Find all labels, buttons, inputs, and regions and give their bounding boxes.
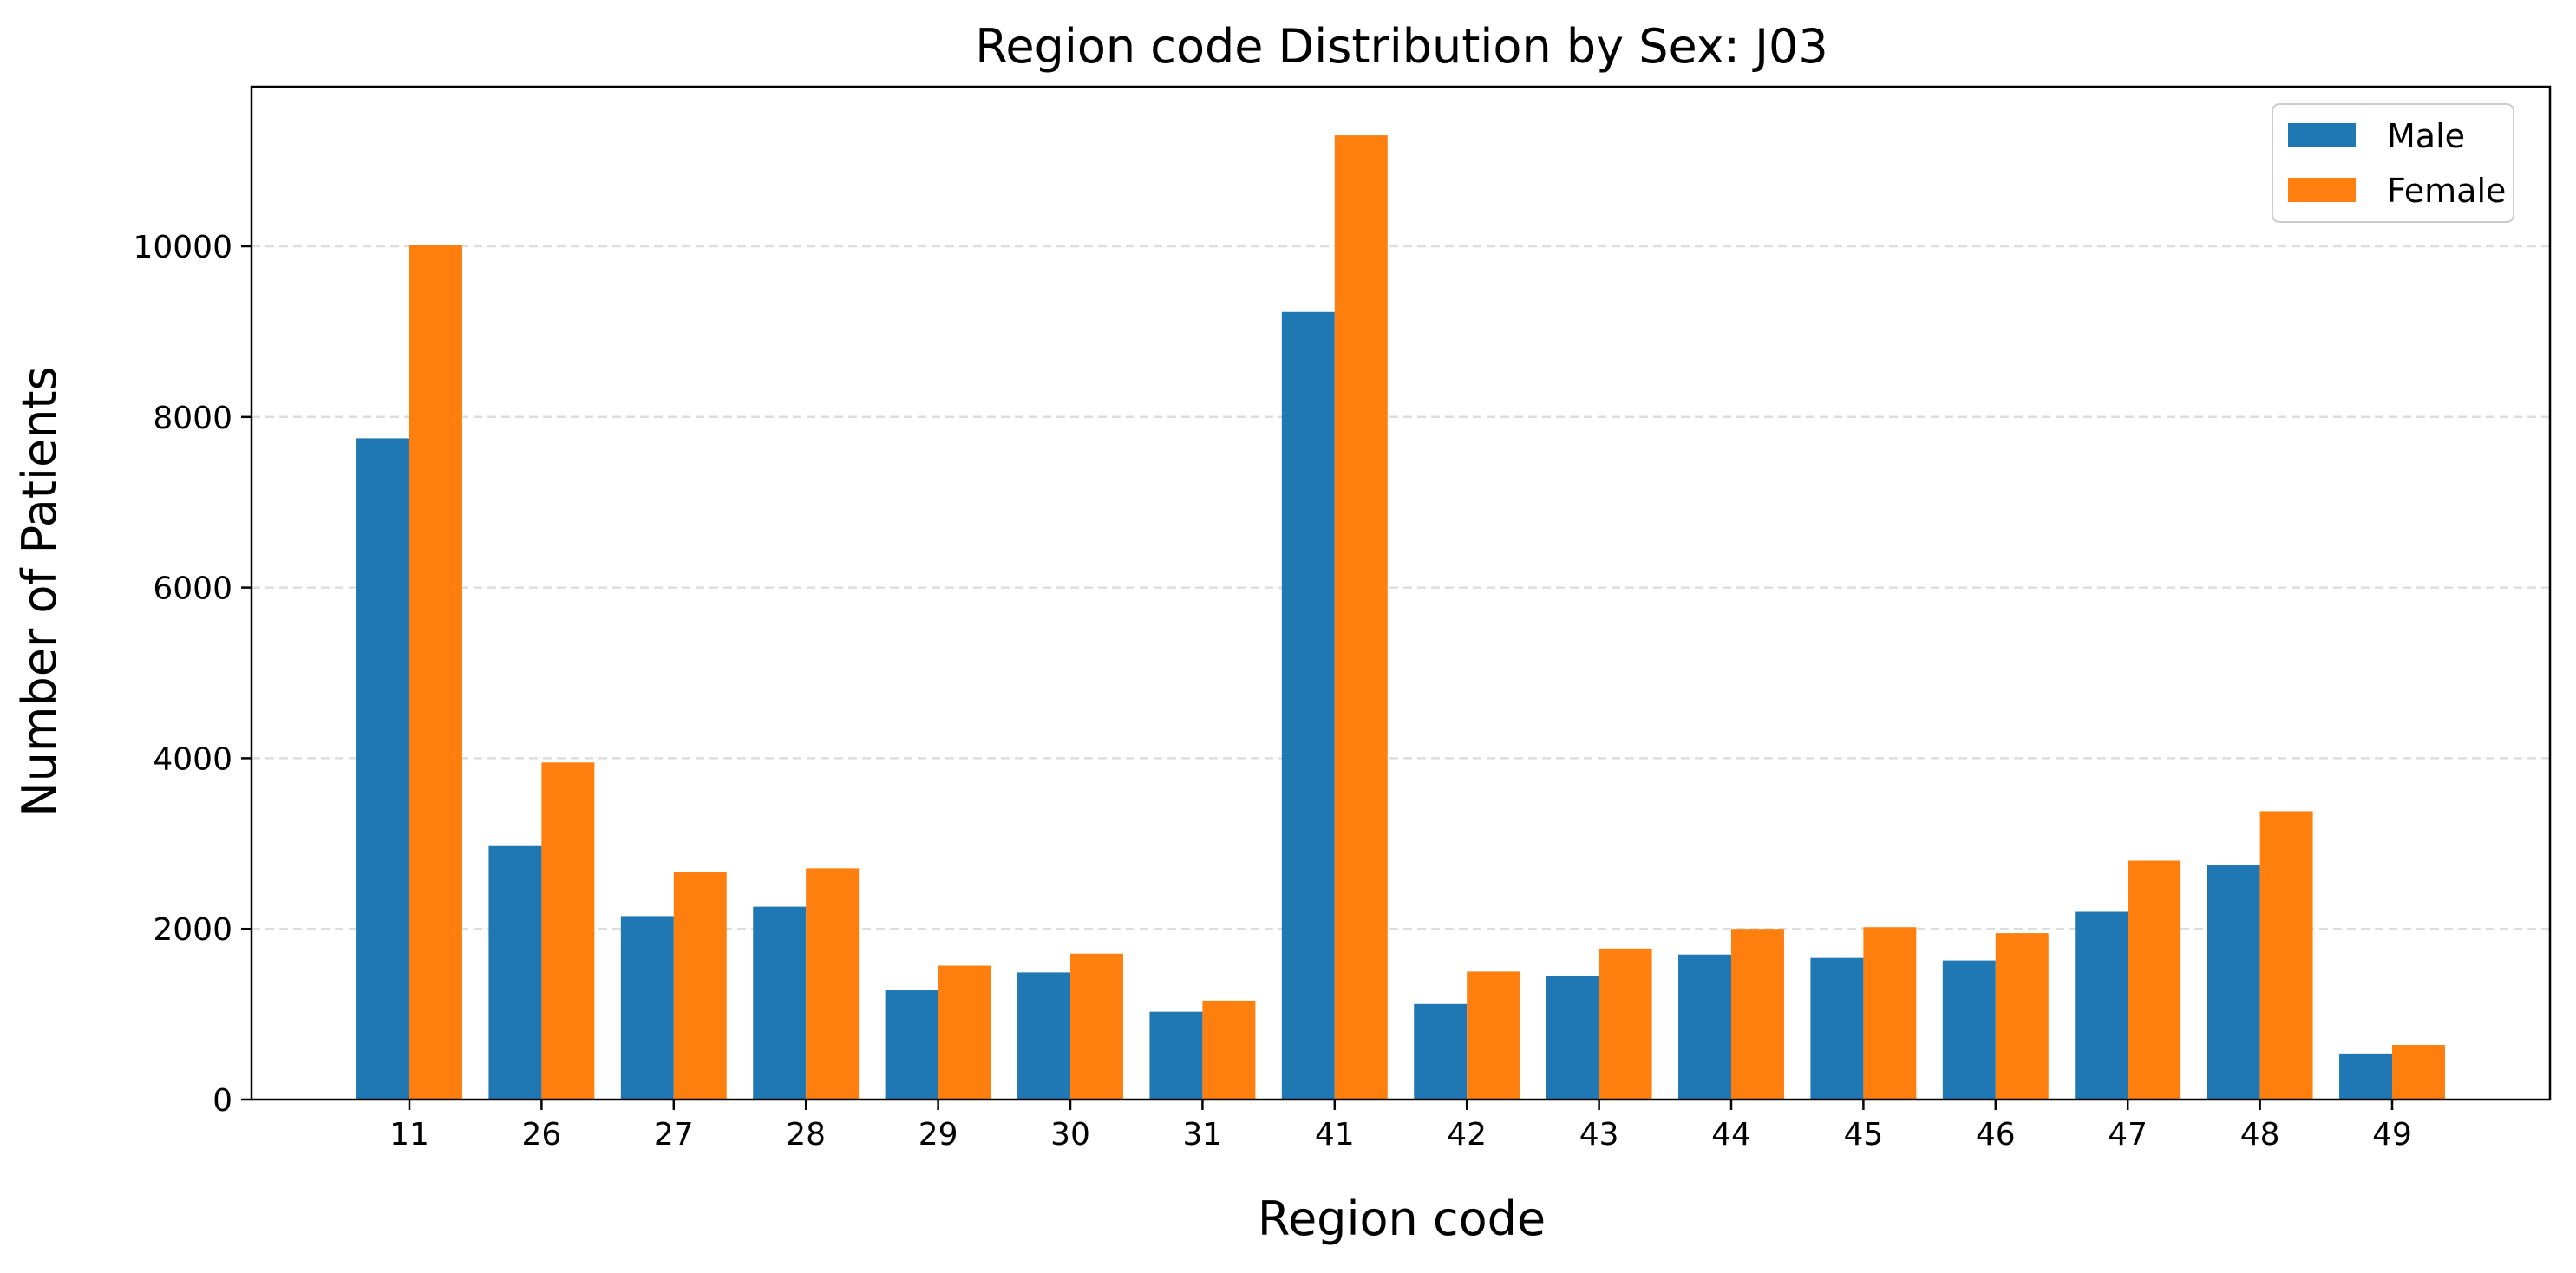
bar-male-31 <box>1149 1011 1203 1100</box>
bar-female-45 <box>1863 927 1917 1100</box>
bar-female-42 <box>1467 971 1520 1100</box>
legend-label-male: Male <box>2387 117 2465 155</box>
legend: Male Female <box>2272 103 2514 223</box>
bar-male-11 <box>356 438 409 1100</box>
bar-male-45 <box>1810 957 1864 1100</box>
x-tick-label-27: 27 <box>654 1117 694 1152</box>
bar-male-46 <box>1942 960 1996 1100</box>
x-tick-label-43: 43 <box>1579 1117 1619 1152</box>
x-tick-label-42: 42 <box>1447 1117 1487 1152</box>
bar-female-43 <box>1599 948 1652 1100</box>
x-tick-label-44: 44 <box>1711 1117 1751 1152</box>
bar-male-48 <box>2207 865 2260 1100</box>
bar-male-27 <box>620 916 674 1100</box>
y-tick-label-8000: 8000 <box>153 401 232 436</box>
plot-frame <box>250 85 2552 1101</box>
x-tick-label-49: 49 <box>2372 1117 2412 1152</box>
bar-male-30 <box>1017 972 1070 1100</box>
axes <box>250 85 2552 1101</box>
bar-male-41 <box>1281 311 1335 1100</box>
bar-female-28 <box>806 868 860 1100</box>
bar-female-48 <box>2259 811 2313 1100</box>
ticks: 0 2000 4000 6000 8000 10000 11 26 27 28 29 30 31 41 42… <box>133 230 2411 1152</box>
x-tick-label-47: 47 <box>2108 1117 2148 1152</box>
y-tick-label-2000: 2000 <box>153 912 232 948</box>
bar-male-42 <box>1414 1003 1468 1100</box>
x-tick-label-30: 30 <box>1050 1117 1090 1152</box>
bar-male-44 <box>1678 954 1731 1100</box>
legend-swatch-female <box>2288 178 2356 202</box>
bar-female-27 <box>673 872 727 1100</box>
bar-male-26 <box>488 845 542 1100</box>
x-tick-label-48: 48 <box>2240 1117 2280 1152</box>
x-tick-label-29: 29 <box>919 1117 958 1152</box>
x-tick-label-28: 28 <box>786 1117 826 1152</box>
bar-female-26 <box>541 762 595 1100</box>
bar-female-30 <box>1070 953 1123 1100</box>
bar-female-29 <box>938 965 991 1100</box>
legend-swatch-male <box>2288 123 2356 147</box>
bar-male-49 <box>2339 1053 2392 1100</box>
bar-female-41 <box>1334 135 1388 1100</box>
x-tick-label-41: 41 <box>1315 1117 1355 1152</box>
x-axis-title: Region code <box>1258 1191 1546 1246</box>
y-tick-label-0: 0 <box>212 1083 232 1119</box>
bar-female-47 <box>2128 860 2181 1100</box>
y-tick-label-10000: 10000 <box>133 230 232 265</box>
x-tick-label-31: 31 <box>1182 1117 1222 1152</box>
chart-title: Region code Distribution by Sex: J03 <box>975 19 1828 74</box>
bar-female-31 <box>1202 1000 1256 1100</box>
bar-female-11 <box>409 245 462 1100</box>
bar-male-28 <box>753 906 807 1100</box>
x-tick-label-26: 26 <box>521 1117 561 1152</box>
bars <box>356 135 2445 1100</box>
bar-male-43 <box>1546 976 1599 1100</box>
y-axis-title: Number of Patients <box>12 366 67 816</box>
y-tick-label-4000: 4000 <box>153 741 232 777</box>
bar-female-44 <box>1731 929 1784 1100</box>
x-tick-label-45: 45 <box>1843 1117 1883 1152</box>
x-tick-label-46: 46 <box>1976 1117 2016 1152</box>
bar-female-46 <box>1995 933 2049 1100</box>
bar-male-29 <box>885 990 938 1100</box>
bar-female-49 <box>2392 1045 2445 1100</box>
bar-male-47 <box>2075 911 2128 1100</box>
legend-label-female: Female <box>2387 172 2506 210</box>
y-tick-label-6000: 6000 <box>153 571 232 607</box>
x-tick-label-11: 11 <box>389 1117 429 1152</box>
